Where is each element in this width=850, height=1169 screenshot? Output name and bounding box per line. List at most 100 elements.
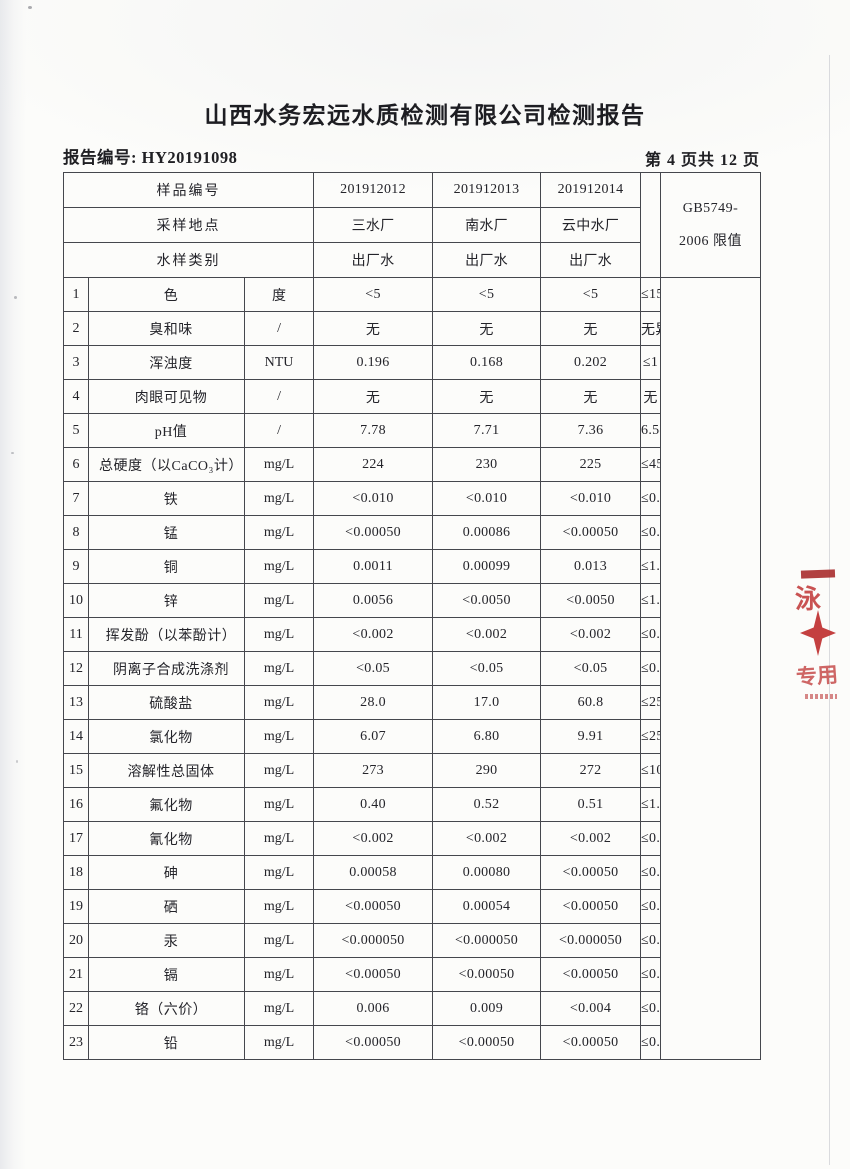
value-sample1: 0.0011 [313, 549, 434, 584]
red-stamp: 泳 专用 [793, 566, 845, 716]
param-name: 溶解性总固体 [88, 753, 245, 788]
row-number: 9 [63, 549, 89, 584]
limit-value: ≤0.005 [640, 957, 662, 992]
value-sample1: 0.0056 [313, 583, 434, 618]
limit-value: ≤0.05 [640, 991, 662, 1026]
param-name: 铬（六价） [88, 991, 245, 1026]
value-sample3: 60.8 [540, 685, 642, 720]
param-name: 挥发酚（以苯酚计） [88, 617, 245, 652]
value-sample3: 0.202 [540, 345, 642, 380]
report-number: 报告编号: HY20191098 [63, 144, 237, 168]
param-unit: / [243, 311, 315, 346]
value-sample2: 0.00099 [432, 549, 542, 584]
param-name: 硒 [88, 889, 245, 924]
limit-value: 无 [640, 379, 662, 414]
value-sample2: 290 [432, 753, 542, 788]
water-type-3: 出厂水 [540, 242, 642, 278]
row-number: 8 [63, 515, 89, 550]
param-unit: mg/L [243, 787, 315, 822]
scan-speck [16, 760, 18, 763]
value-sample2: 0.00086 [432, 515, 542, 550]
location-3: 云中水厂 [540, 207, 642, 243]
param-name: 锰 [88, 515, 245, 550]
row-number: 7 [63, 481, 89, 516]
row-number: 19 [63, 889, 89, 924]
limit-header-line2: 2006 限值 [679, 233, 743, 249]
limit-value: ≤1.0 [640, 549, 662, 584]
param-unit: mg/L [243, 991, 315, 1026]
value-sample2: <0.00050 [432, 957, 542, 992]
value-sample3: <0.00050 [540, 515, 642, 550]
param-name: 色 [88, 277, 245, 312]
param-name: 铜 [88, 549, 245, 584]
stamp-character-bottom: 专用 [795, 662, 839, 690]
scan-speck [11, 452, 14, 454]
limit-header-line1: GB5749- [682, 200, 739, 216]
meta-row: 报告编号: HY20191098 第 4 页共 12 页 [0, 144, 850, 169]
water-type-label: 水样类别 [62, 242, 315, 278]
param-unit: / [243, 379, 315, 414]
sample-id-label: 样品编号 [62, 172, 315, 208]
value-sample3: <0.00050 [540, 889, 642, 924]
table-row: 4 肉眼可见物 / 无无无无 [63, 379, 761, 414]
location-1: 三水厂 [313, 207, 434, 243]
value-sample1: <0.00050 [313, 1025, 434, 1060]
param-name: 氰化物 [88, 821, 245, 856]
param-name: 砷 [88, 855, 245, 890]
scan-crease-line [829, 55, 830, 1165]
row-number: 12 [63, 651, 89, 686]
param-unit: mg/L [243, 923, 315, 958]
limit-value: 6.5-8.5 [640, 413, 662, 448]
row-number: 21 [63, 957, 89, 992]
row-number: 18 [63, 855, 89, 890]
value-sample1: <0.010 [313, 481, 434, 516]
value-sample2: <0.05 [432, 651, 542, 686]
limit-value: ≤0.3 [640, 651, 662, 686]
value-sample1: <0.05 [313, 651, 434, 686]
value-sample3: 无 [540, 311, 642, 346]
value-sample3: <0.00050 [540, 1025, 642, 1060]
limit-value: ≤0.3 [640, 481, 662, 516]
param-unit: mg/L [243, 719, 315, 754]
row-number: 1 [63, 277, 89, 312]
value-sample2: 0.00054 [432, 889, 542, 924]
row-number: 16 [63, 787, 89, 822]
page-title: 山西水务宏远水质检测有限公司检测报告 [204, 102, 646, 128]
param-unit: mg/L [243, 889, 315, 924]
param-name: 氟化物 [88, 787, 245, 822]
value-sample2: <0.00050 [432, 1025, 542, 1060]
value-sample1: <0.00050 [313, 515, 434, 550]
param-name: 锌 [88, 583, 245, 618]
param-unit: mg/L [243, 855, 315, 890]
row-number: 6 [63, 447, 89, 482]
value-sample2: <0.002 [432, 617, 542, 652]
param-unit: 度 [243, 277, 315, 312]
row-number: 13 [63, 685, 89, 720]
param-name: pH值 [88, 413, 245, 448]
stamp-character-top: 泳 [795, 585, 821, 614]
limit-value: ≤0.001 [640, 923, 662, 958]
param-name: 肉眼可见物 [88, 379, 245, 414]
results-body: 1色度<5<5<5≤152臭和味/无无无无异臭、异味3浑浊度NTU0.1960.… [63, 277, 761, 1060]
value-sample3: <5 [540, 277, 642, 312]
water-type-2: 出厂水 [432, 242, 542, 278]
row-number: 23 [63, 1025, 89, 1060]
value-sample1: 6.07 [313, 719, 434, 754]
value-sample2: 230 [432, 447, 542, 482]
limit-value: ≤1.0 [640, 583, 662, 618]
value-sample3: 272 [540, 753, 642, 788]
value-sample3: <0.0050 [540, 583, 642, 618]
header-row-type: 水样类别 出厂水 出厂水 出厂水 [62, 242, 761, 278]
value-sample2: 0.00080 [432, 855, 542, 890]
table-spacer-column [640, 172, 662, 278]
